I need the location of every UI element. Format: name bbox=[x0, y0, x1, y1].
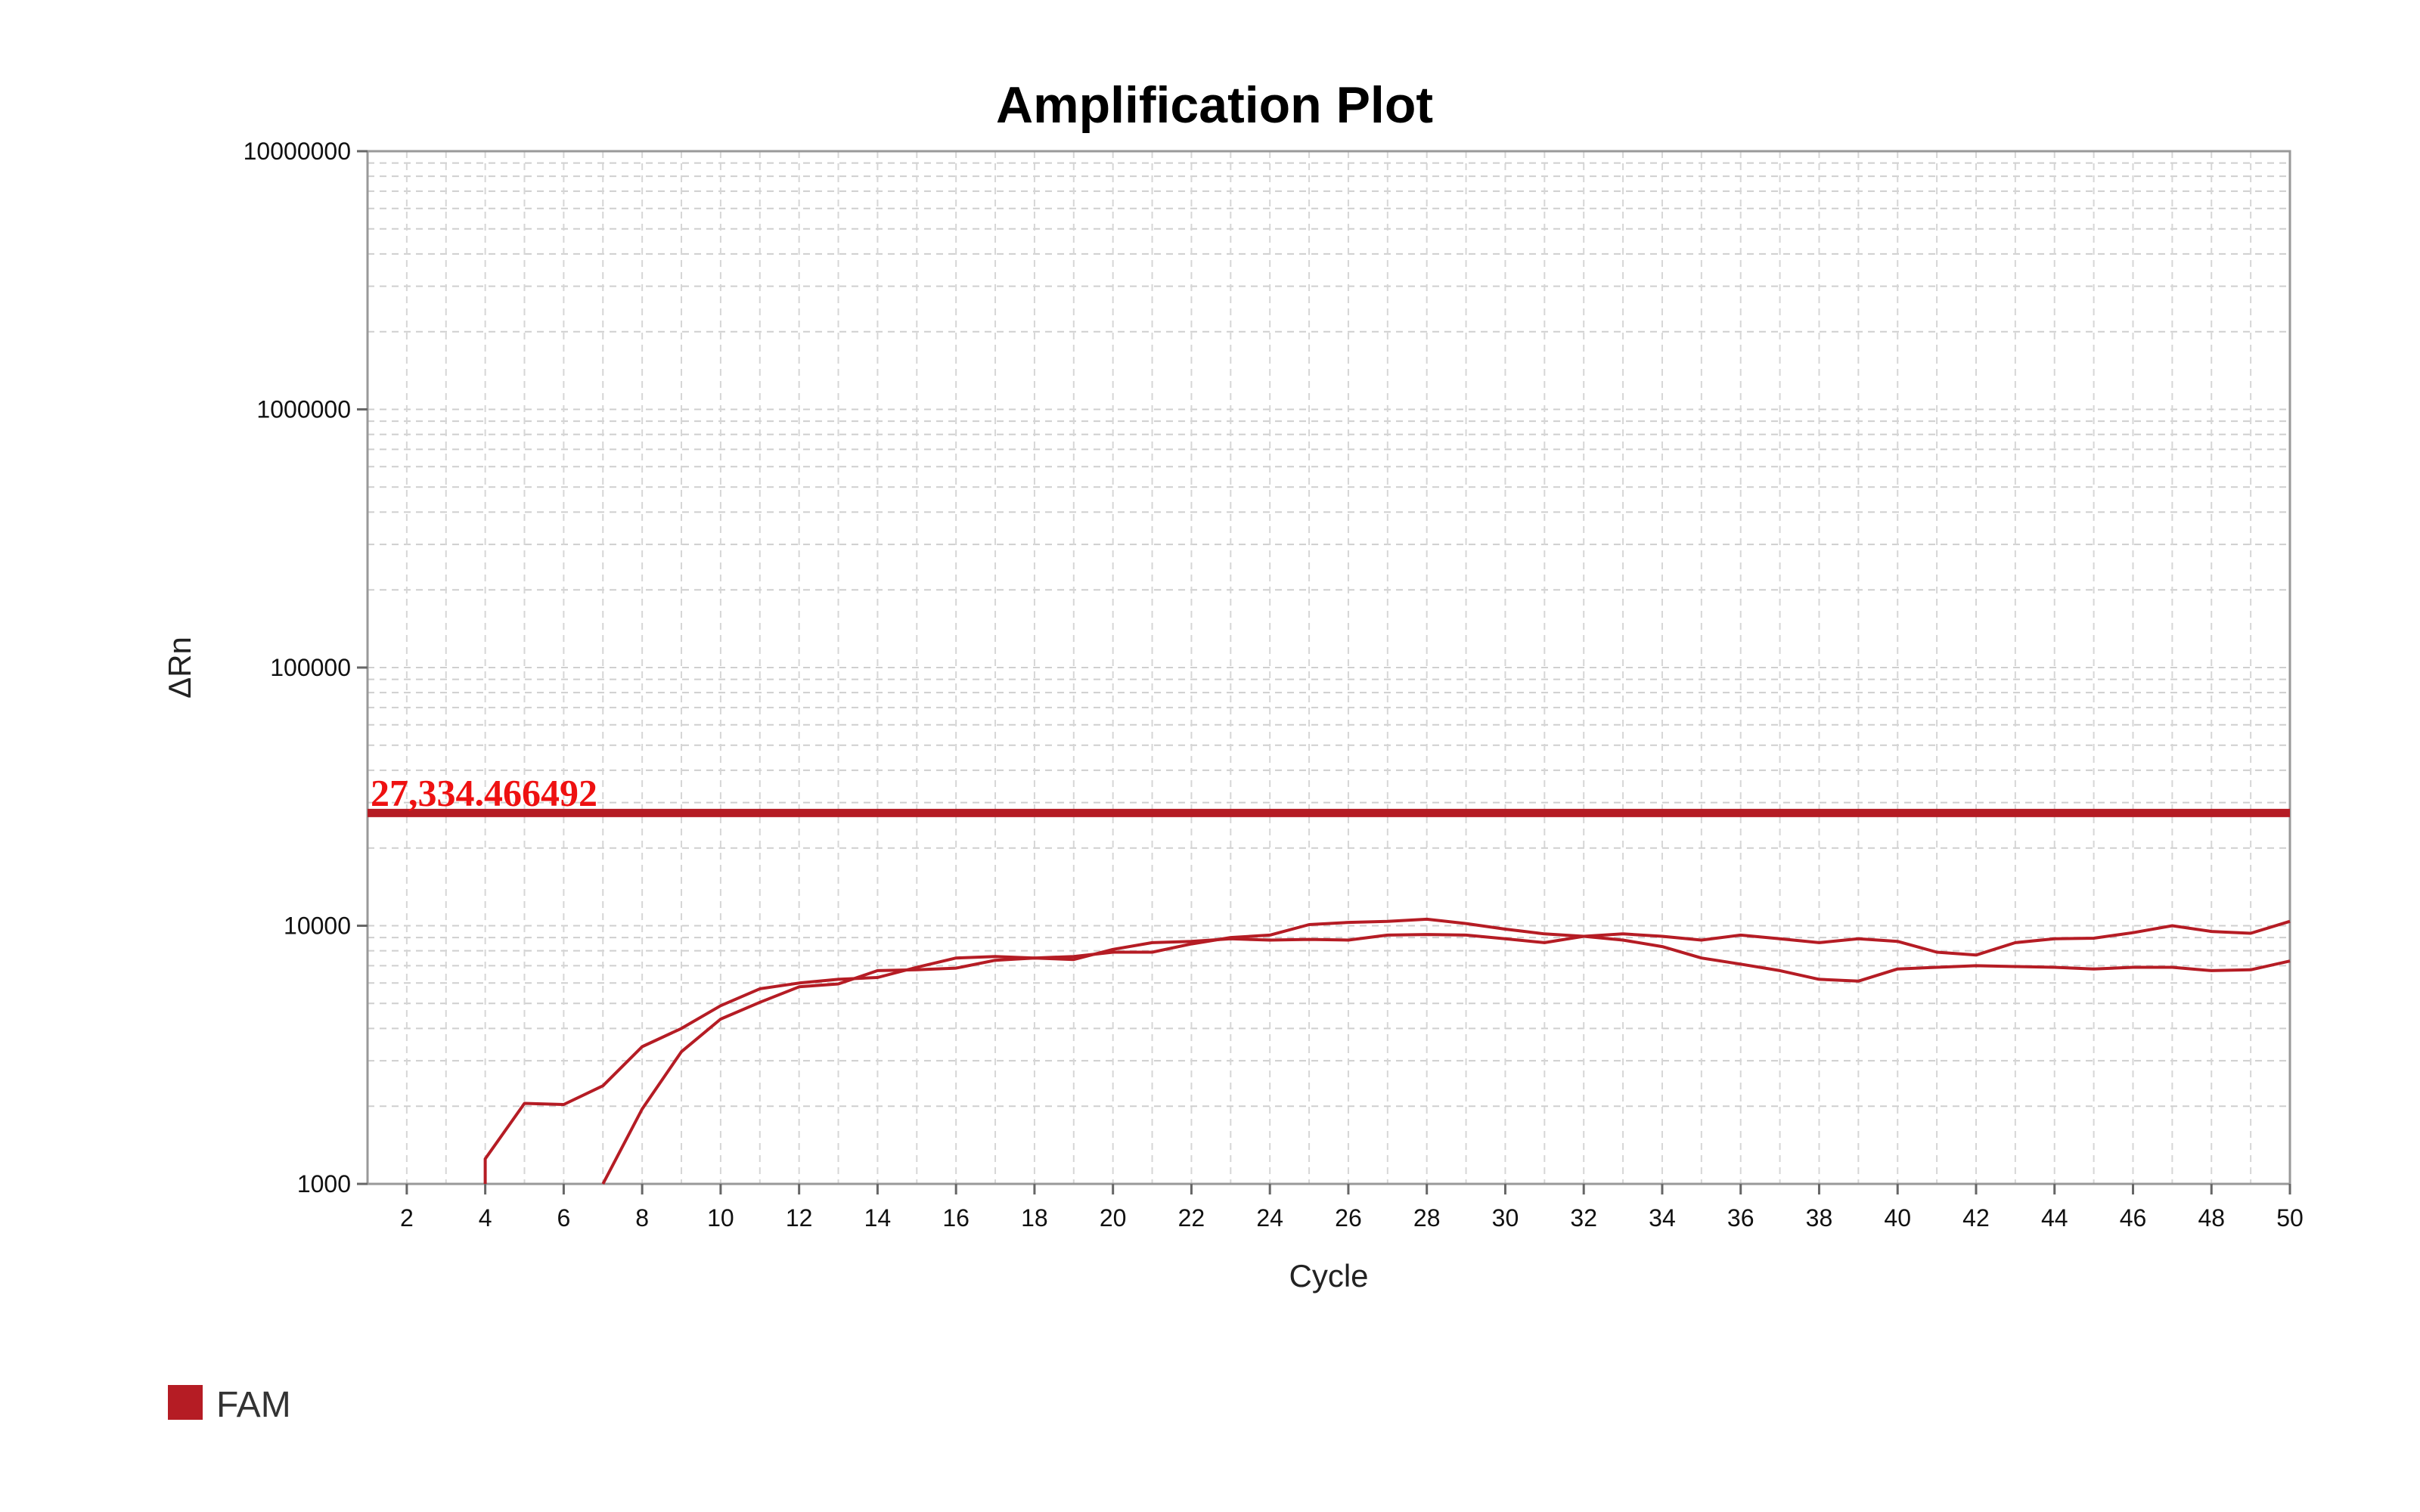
x-tick-label: 40 bbox=[1884, 1204, 1911, 1232]
chart-title: Amplification Plot bbox=[996, 76, 1433, 134]
legend-label-fam[interactable]: FAM bbox=[216, 1385, 291, 1425]
x-tick-label: 36 bbox=[1727, 1204, 1754, 1232]
threshold-label: 27,334.466492 bbox=[371, 771, 597, 813]
grid-lines bbox=[368, 151, 2290, 1184]
x-tick-label: 6 bbox=[557, 1204, 570, 1232]
x-tick-label: 28 bbox=[1413, 1204, 1441, 1232]
x-tick-label: 26 bbox=[1335, 1204, 1362, 1232]
x-axis-label: Cycle bbox=[1289, 1258, 1368, 1294]
x-tick-label: 34 bbox=[1649, 1204, 1676, 1232]
x-tick-label: 30 bbox=[1492, 1204, 1519, 1232]
x-tick-label: 32 bbox=[1570, 1204, 1597, 1232]
x-tick-label: 14 bbox=[864, 1204, 892, 1232]
x-tick-label: 42 bbox=[1962, 1204, 1990, 1232]
x-tick-label: 48 bbox=[2198, 1204, 2225, 1232]
y-tick-label: 10000 bbox=[284, 912, 351, 940]
legend: FAM bbox=[168, 1385, 291, 1425]
x-tick-label: 46 bbox=[2120, 1204, 2147, 1232]
x-tick-label: 44 bbox=[2041, 1204, 2068, 1232]
legend-swatch-fam[interactable] bbox=[168, 1385, 203, 1420]
x-axis-ticks: 2 4 6 8 10 12 14 16 18 20 22 24 26 28 30 32 34 36 38 40 42 44… bbox=[400, 1184, 2304, 1232]
x-tick-label: 50 bbox=[2276, 1204, 2304, 1232]
x-tick-label: 10 bbox=[707, 1204, 734, 1232]
x-tick-label: 24 bbox=[1256, 1204, 1283, 1232]
y-tick-label: 1000000 bbox=[256, 396, 351, 423]
x-tick-label: 20 bbox=[1100, 1204, 1127, 1232]
x-tick-label: 12 bbox=[786, 1204, 813, 1232]
series-line-2[interactable] bbox=[601, 919, 2291, 1185]
y-tick-label: 10000000 bbox=[244, 138, 351, 165]
x-tick-label: 8 bbox=[635, 1204, 649, 1232]
y-axis-ticks: 1000 10000 100000 1000000 10000000 bbox=[244, 138, 368, 1198]
x-tick-label: 18 bbox=[1021, 1204, 1048, 1232]
x-tick-label: 4 bbox=[479, 1204, 492, 1232]
y-axis-label: ΔRn bbox=[162, 637, 197, 699]
x-tick-label: 22 bbox=[1178, 1204, 1205, 1232]
x-tick-label: 16 bbox=[942, 1204, 970, 1232]
series-line-1[interactable] bbox=[483, 917, 2291, 1184]
y-tick-label: 1000 bbox=[297, 1170, 351, 1198]
x-tick-label: 2 bbox=[400, 1204, 414, 1232]
series-lines bbox=[483, 917, 2291, 1185]
y-tick-label: 100000 bbox=[270, 654, 351, 681]
x-tick-label: 38 bbox=[1806, 1204, 1833, 1232]
